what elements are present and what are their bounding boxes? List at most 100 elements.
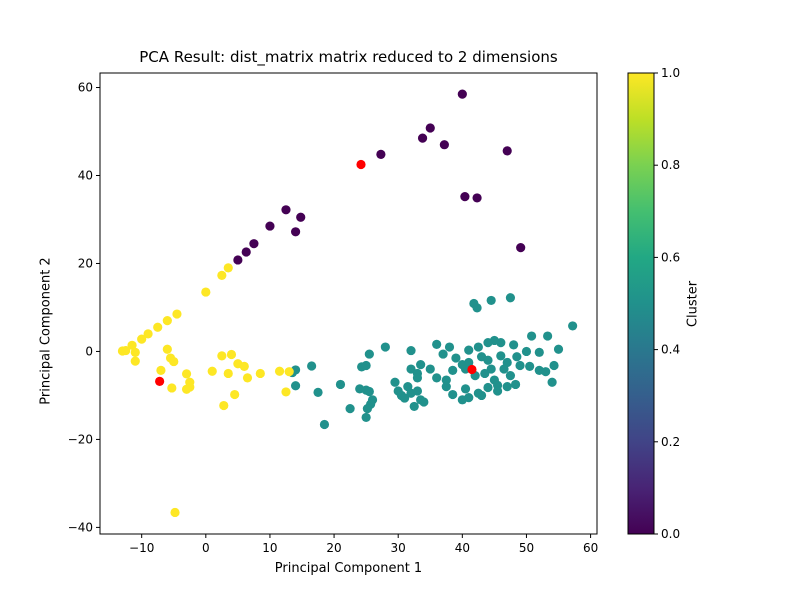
data-point: [451, 353, 461, 363]
data-point: [543, 331, 553, 341]
scatter-points: [117, 89, 578, 518]
data-point: [364, 349, 374, 359]
data-point: [541, 367, 551, 377]
data-point: [509, 340, 519, 350]
data-point: [219, 400, 229, 411]
y-tick-label: 0: [85, 344, 93, 358]
data-point: [464, 345, 474, 355]
data-point: [526, 331, 537, 341]
data-point: [121, 345, 131, 356]
data-point: [496, 351, 506, 361]
data-point: [226, 349, 237, 360]
data-point: [364, 386, 374, 397]
data-point: [439, 140, 449, 150]
x-tick-label: 10: [262, 541, 277, 555]
colorbar-tick-label: 1.0: [661, 66, 680, 80]
data-point: [130, 356, 140, 366]
data-point: [417, 133, 428, 143]
data-point: [335, 379, 346, 390]
x-tick-label: 50: [519, 541, 534, 555]
data-point: [553, 344, 564, 354]
data-point: [169, 356, 179, 367]
data-point: [409, 401, 419, 412]
data-point: [412, 373, 423, 383]
data-point: [201, 287, 211, 297]
data-point: [505, 371, 516, 381]
centroid-points: [155, 159, 477, 386]
data-point: [464, 357, 474, 368]
colorbar: [627, 72, 655, 535]
data-point: [406, 364, 416, 374]
data-point: [296, 212, 306, 222]
data-point: [444, 342, 455, 352]
data-point: [472, 303, 482, 313]
x-tick-label: 60: [583, 541, 598, 555]
data-point: [486, 364, 496, 374]
data-point: [483, 355, 493, 365]
data-point: [130, 347, 140, 357]
data-point: [483, 382, 493, 393]
data-point: [457, 395, 467, 405]
y-tick-label: −40: [68, 520, 93, 534]
data-point: [473, 342, 483, 352]
data-point: [547, 377, 557, 387]
y-axis-ticks: −40 −20 0 20 40 60: [68, 81, 100, 534]
data-point: [441, 375, 451, 385]
data-point: [217, 270, 227, 280]
data-point: [425, 123, 435, 133]
data-point: [534, 347, 544, 357]
data-point: [549, 360, 559, 371]
data-point: [156, 365, 166, 375]
data-point: [448, 365, 458, 375]
data-point: [153, 322, 163, 332]
data-point: [515, 360, 525, 371]
data-point: [432, 339, 442, 350]
data-point: [460, 384, 471, 394]
data-point: [438, 349, 448, 359]
colorbar-tick-label: 0.6: [661, 250, 680, 264]
data-point: [284, 367, 294, 377]
data-point: [505, 293, 516, 303]
colorbar-tick-label: 0.2: [661, 435, 680, 449]
centroid-point: [155, 376, 165, 386]
data-point: [473, 388, 483, 398]
data-point: [412, 386, 423, 396]
data-point: [281, 387, 291, 397]
data-point: [172, 309, 182, 319]
data-point: [290, 227, 301, 237]
data-point: [223, 368, 233, 379]
x-tick-label: 20: [326, 541, 341, 555]
data-point: [448, 389, 458, 400]
data-point: [290, 381, 301, 391]
data-point: [274, 366, 285, 376]
data-point: [525, 361, 535, 372]
x-axis-ticks: −10 0 10 20 30 40 50 60: [129, 534, 598, 555]
data-point: [425, 364, 435, 374]
colorbar-ticks: 0.0 0.2 0.4 0.6 0.8 1.0: [654, 66, 680, 541]
data-point: [472, 193, 482, 203]
data-point: [137, 334, 147, 344]
x-tick-label: 30: [391, 541, 406, 555]
data-point: [265, 221, 275, 231]
x-tick-label: −10: [129, 541, 154, 555]
data-point: [143, 329, 153, 339]
data-point: [390, 377, 400, 387]
data-point: [376, 149, 386, 159]
data-point: [241, 247, 251, 257]
colorbar-tick-label: 0.8: [661, 158, 680, 172]
chart-title: PCA Result: dist_matrix matrix reduced t…: [139, 48, 558, 66]
data-point: [489, 375, 499, 385]
data-point: [217, 351, 227, 361]
data-point: [416, 360, 426, 370]
centroid-point: [356, 159, 366, 170]
data-point: [127, 340, 137, 350]
data-point: [281, 205, 291, 215]
y-tick-label: 20: [78, 256, 93, 270]
data-point: [568, 321, 578, 331]
data-point: [223, 263, 233, 273]
data-point: [512, 352, 522, 362]
plot-area-frame: [99, 72, 598, 535]
data-point: [345, 404, 355, 414]
